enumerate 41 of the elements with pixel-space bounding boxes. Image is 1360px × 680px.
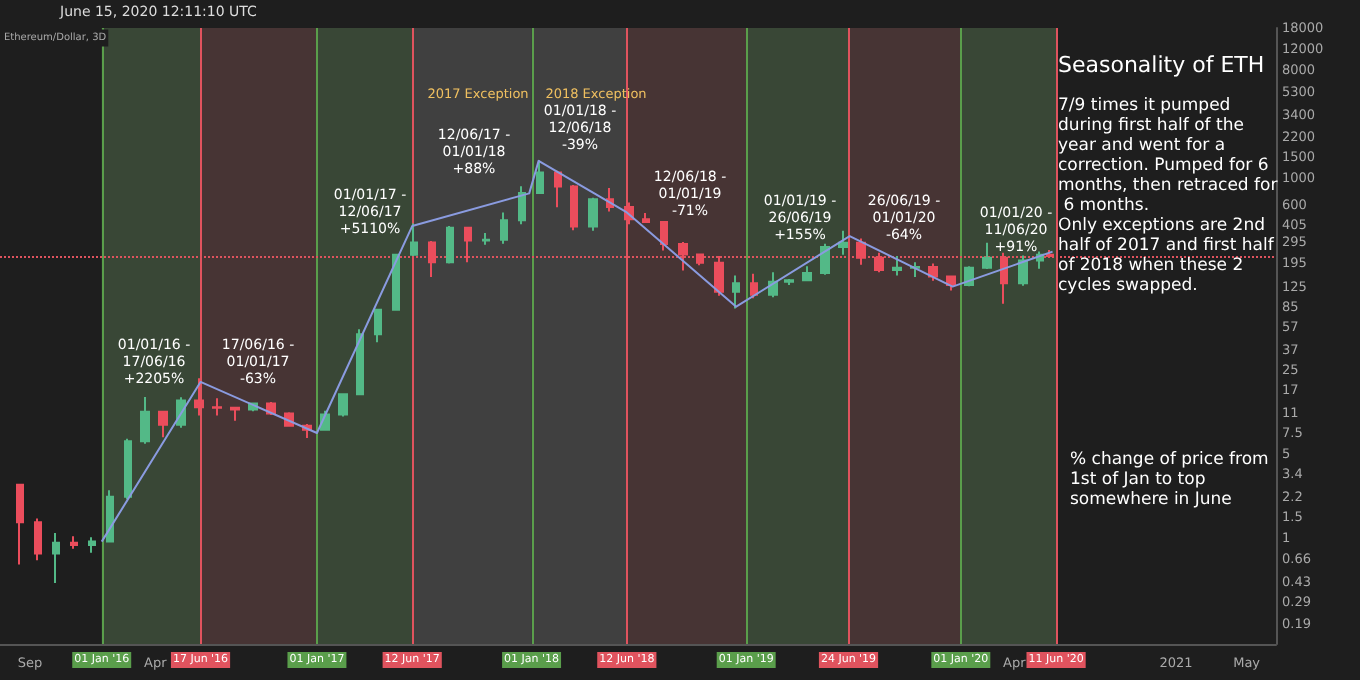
- candlestick: [518, 185, 526, 226]
- candlestick: [374, 308, 382, 344]
- candlestick: [838, 229, 848, 256]
- candlestick: [212, 397, 222, 417]
- candlestick: [52, 531, 60, 584]
- candlestick: [500, 211, 508, 245]
- candlestick: [446, 225, 454, 265]
- candlestick: [570, 184, 578, 232]
- candlestick: [892, 255, 902, 277]
- candlestick: [70, 535, 78, 550]
- line-series: [100, 159, 1054, 543]
- candlestick: [34, 517, 42, 562]
- candlestick: [106, 489, 114, 544]
- text: Seasonality of ETH: [1058, 52, 1265, 78]
- candlestick: [88, 536, 96, 554]
- candlestick: [554, 169, 562, 209]
- candlestick: [230, 406, 240, 422]
- candlestick: [392, 252, 400, 312]
- candlestick: [140, 395, 150, 445]
- candlestick: [338, 392, 348, 418]
- candlestick: [784, 277, 794, 286]
- candlestick: [356, 328, 364, 396]
- candlestick: [820, 242, 830, 276]
- candlestick: [802, 265, 812, 282]
- candlestick: [588, 196, 598, 232]
- candlestick: [946, 275, 956, 292]
- candlestick: [660, 220, 668, 252]
- candlestick: [158, 409, 168, 439]
- candlestick: [482, 232, 490, 246]
- text: 7/9 times it pumped during first half of the year and went for a correction. Pumped for 6 months, then retraced for 6 months. Only exceptions are 2nd half of 2017 and first half of 2018 when these 2 cycles swapped.: [1058, 96, 1278, 296]
- candlestick: [1018, 254, 1028, 287]
- candlestick: [732, 274, 740, 310]
- candlestick: [750, 272, 758, 300]
- candlestick: [982, 241, 992, 271]
- candlestick: [410, 222, 418, 258]
- candlestick: [928, 262, 938, 282]
- annotation: % change of price from 1st of Jan to top somewhere in June: [1070, 450, 1269, 510]
- candlestick: [16, 483, 24, 566]
- candlestick: [536, 159, 544, 195]
- candlestick: [642, 211, 650, 224]
- candlestick: [124, 437, 132, 501]
